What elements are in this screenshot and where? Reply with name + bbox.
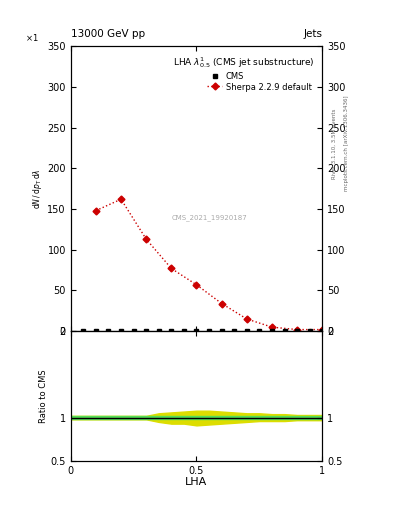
Text: Jets: Jets: [303, 29, 322, 39]
CMS: [81, 328, 86, 334]
Sherpa 2.2.9 default: [270, 324, 274, 330]
Y-axis label: $\mathrm{d}N\,/\,\mathrm{d}p_\mathrm{T}\,\mathrm{d}\lambda$: $\mathrm{d}N\,/\,\mathrm{d}p_\mathrm{T}\…: [31, 168, 44, 209]
Y-axis label: Ratio to CMS: Ratio to CMS: [39, 369, 48, 423]
Text: $\times 1$: $\times 1$: [26, 32, 39, 43]
Sherpa 2.2.9 default: [295, 327, 299, 333]
CMS: [219, 328, 224, 334]
CMS: [282, 328, 287, 334]
Sherpa 2.2.9 default: [219, 301, 224, 307]
Line: CMS: CMS: [82, 329, 324, 333]
CMS: [182, 328, 186, 334]
Sherpa 2.2.9 default: [144, 236, 149, 242]
Sherpa 2.2.9 default: [94, 207, 98, 214]
Line: Sherpa 2.2.9 default: Sherpa 2.2.9 default: [94, 197, 325, 332]
Text: 13000 GeV pp: 13000 GeV pp: [71, 29, 145, 39]
Sherpa 2.2.9 default: [320, 327, 325, 333]
Sherpa 2.2.9 default: [119, 196, 123, 202]
CMS: [320, 328, 325, 334]
CMS: [232, 328, 237, 334]
X-axis label: LHA: LHA: [185, 477, 208, 487]
Text: LHA $\lambda^{1}_{0.5}$ (CMS jet substructure): LHA $\lambda^{1}_{0.5}$ (CMS jet substru…: [173, 55, 315, 70]
CMS: [295, 328, 299, 334]
Sherpa 2.2.9 default: [169, 265, 174, 271]
CMS: [94, 328, 98, 334]
Text: mcplots.cern.ch [arXiv:1306.3436]: mcplots.cern.ch [arXiv:1306.3436]: [344, 96, 349, 191]
CMS: [207, 328, 211, 334]
Legend: CMS, Sherpa 2.2.9 default: CMS, Sherpa 2.2.9 default: [206, 70, 313, 93]
CMS: [131, 328, 136, 334]
CMS: [307, 328, 312, 334]
CMS: [119, 328, 123, 334]
Sherpa 2.2.9 default: [194, 282, 199, 288]
CMS: [244, 328, 249, 334]
CMS: [194, 328, 199, 334]
CMS: [156, 328, 161, 334]
Text: Rivet 3.1.10, 3.5M events: Rivet 3.1.10, 3.5M events: [332, 108, 337, 179]
Text: CMS_2021_19920187: CMS_2021_19920187: [171, 214, 247, 221]
CMS: [106, 328, 111, 334]
CMS: [144, 328, 149, 334]
CMS: [257, 328, 262, 334]
Sherpa 2.2.9 default: [244, 316, 249, 322]
CMS: [270, 328, 274, 334]
CMS: [169, 328, 174, 334]
